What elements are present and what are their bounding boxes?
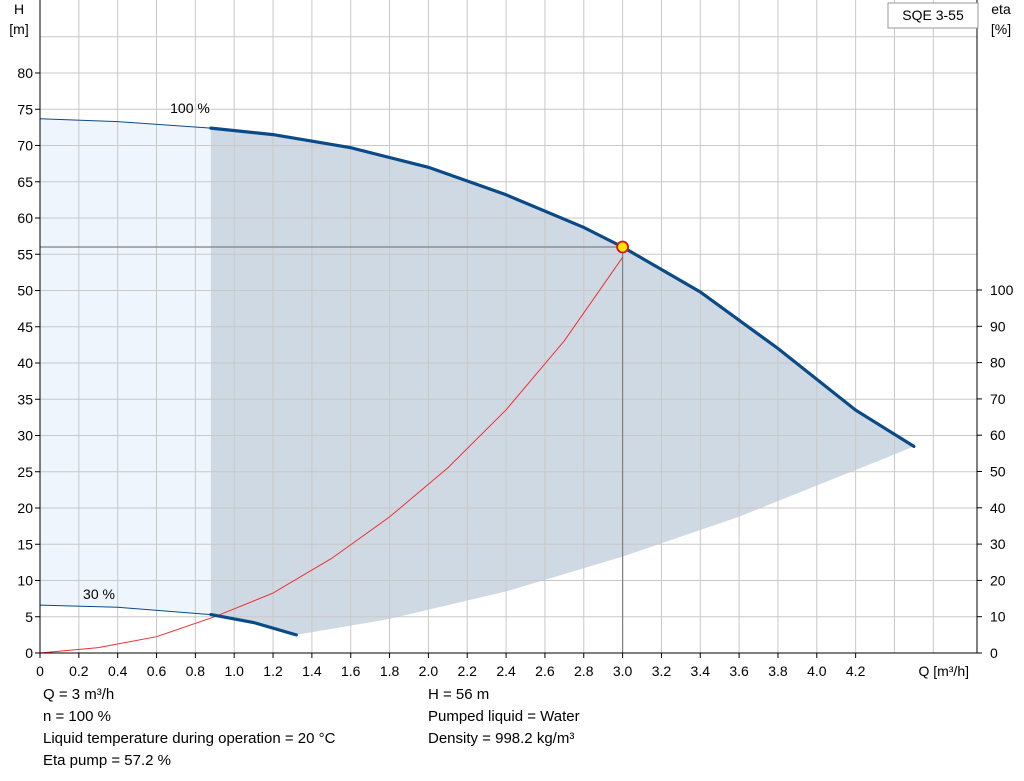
curve-100-thick [209, 126, 916, 448]
x-tick-label: 0.6 [147, 663, 167, 679]
x-tick-label: 3.8 [768, 663, 788, 679]
efficiency-curve [39, 257, 624, 654]
y-left-tick-label: 5 [25, 609, 33, 625]
y-right-tick-label: 100 [990, 282, 1014, 298]
title-box [887, 2, 979, 29]
x-tick-label: 3.4 [691, 663, 711, 679]
info-speed: n = 100 % [43, 708, 111, 725]
x-tick-label: 3.2 [652, 663, 672, 679]
y-right-tick-label: 60 [990, 427, 1006, 443]
x-tick-label: 0.4 [108, 663, 128, 679]
y-left-tick-label: 40 [17, 355, 33, 371]
x-tick-label: 4.2 [846, 663, 866, 679]
y-left-tick-label: 30 [17, 428, 33, 444]
y-left-axis-title: H [14, 1, 24, 17]
y-left-tick-label: 25 [17, 464, 33, 480]
y-right-tick-label: 0 [990, 645, 998, 661]
y-left-tick-label: 55 [17, 246, 33, 262]
y-right-axis-unit: [%] [991, 21, 1011, 37]
chart-title: SQE 3-55 [902, 7, 964, 23]
y-left-tick-label: 75 [17, 101, 33, 117]
y-left-tick-label: 50 [17, 283, 33, 299]
x-tick-label: 0.2 [69, 663, 89, 679]
min-flow-region [40, 118, 211, 615]
x-tick-label: 3.6 [729, 663, 749, 679]
y-right-tick-label: 30 [990, 536, 1006, 552]
y-left-tick-label: 0 [25, 645, 33, 661]
y-left-tick-label: 80 [17, 65, 33, 81]
y-left-tick-label: 15 [17, 536, 33, 552]
x-tick-label: 2.0 [419, 663, 439, 679]
y-left-tick-label: 70 [17, 138, 33, 154]
x-tick-label: 2.4 [496, 663, 516, 679]
y-left-tick-label: 45 [17, 319, 33, 335]
y-left-axis-unit: [m] [9, 21, 28, 37]
y-right-tick-label: 50 [990, 464, 1006, 480]
x-tick-label: 3.0 [613, 663, 633, 679]
x-tick-label: 4.0 [807, 663, 827, 679]
y-left-tick-label: 10 [17, 573, 33, 589]
x-tick-label: 1.8 [380, 663, 400, 679]
y-right-tick-label: 10 [990, 609, 1006, 625]
info-density: Density = 998.2 kg/m³ [428, 730, 575, 747]
curve-30-thick [209, 613, 298, 637]
x-tick-label: 0 [36, 663, 44, 679]
x-tick-label: 1.6 [341, 663, 361, 679]
y-right-tick-label: 90 [990, 318, 1006, 334]
x-tick-label: 1.2 [263, 663, 283, 679]
operating-envelope [210, 128, 914, 635]
y-left-tick-label: 60 [17, 210, 33, 226]
info-temperature: Liquid temperature during operation = 20… [43, 730, 336, 747]
x-tick-label: 1.4 [302, 663, 322, 679]
y-right-tick-label: 20 [990, 572, 1006, 588]
x-tick-label: 1.0 [224, 663, 244, 679]
y-left-tick-label: 20 [17, 500, 33, 516]
info-right: H = 56 m Pumped liquid = Water Density =… [428, 684, 580, 750]
x-tick-label: 0.8 [186, 663, 206, 679]
y-right-tick-label: 40 [990, 500, 1006, 516]
info-head: H = 56 m [428, 686, 490, 703]
x-tick-label: 2.8 [574, 663, 594, 679]
duty-point-marker [616, 240, 629, 254]
curve-100-thin [39, 118, 211, 129]
info-eta-pump: Eta pump = 57.2 % [43, 752, 171, 769]
info-liquid: Pumped liquid = Water [428, 708, 580, 725]
y-left-tick-label: 65 [17, 174, 33, 190]
info-left: Q = 3 m³/h n = 100 % Liquid temperature … [43, 684, 335, 772]
x-tick-label: 2.2 [458, 663, 478, 679]
y-right-tick-label: 70 [990, 391, 1006, 407]
pump-curve-chart: 100 % 30 % 0 5 10 15 20 25 30 35 40 45 50 55 60 65 70 75 8… [9, 0, 1014, 679]
x-tick-label: 2.6 [535, 663, 555, 679]
curve-30-label: 30 % [83, 586, 115, 602]
curve-100-label: 100 % [170, 100, 210, 116]
y-right-tick-label: 80 [990, 355, 1006, 371]
curve-30-thin [39, 604, 211, 616]
y-right-axis-title: eta [991, 1, 1011, 17]
x-axis-title: Q [m³/h] [918, 663, 969, 679]
info-flow: Q = 3 m³/h [43, 686, 115, 703]
y-left-tick-label: 35 [17, 391, 33, 407]
